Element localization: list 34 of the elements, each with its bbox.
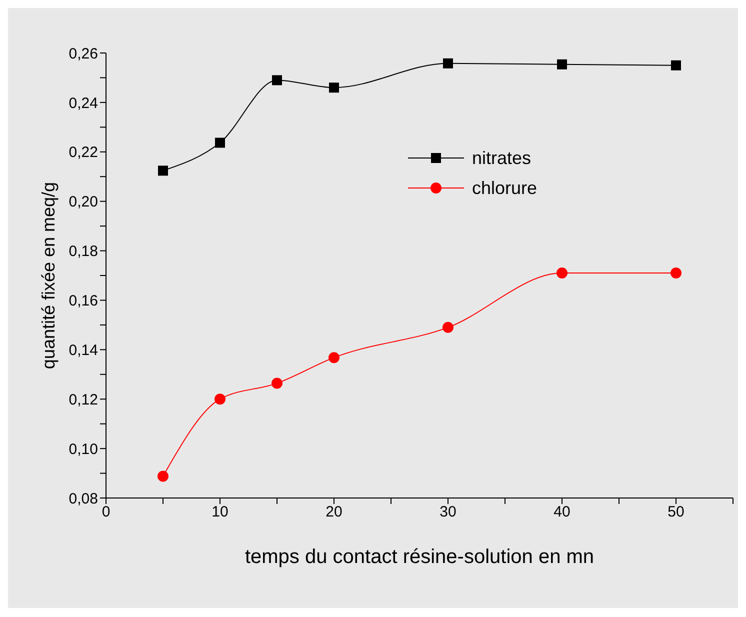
x-axis-title: temps du contact résine-solution en mn — [244, 546, 594, 568]
point — [557, 59, 567, 70]
y-tick-label: 0,08 — [68, 490, 98, 508]
y-tick-label: 0,14 — [68, 342, 98, 359]
y-tick-label: 0,16 — [68, 292, 98, 310]
point — [272, 75, 282, 86]
y-tick-label: 0,12 — [68, 391, 98, 408]
point — [158, 470, 168, 482]
x-tick-label: 20 — [326, 504, 342, 521]
y-tick-label: 0,22 — [68, 144, 98, 162]
point — [556, 268, 568, 279]
legend-label: chlorure — [472, 178, 538, 198]
y-tick-label: 0,24 — [68, 94, 98, 112]
x-tick-label: 0 — [102, 504, 110, 521]
point — [671, 60, 681, 70]
y-tick-label: 0,18 — [68, 243, 98, 260]
x-tick-label: 50 — [668, 504, 684, 521]
y-tick-label: 0,20 — [68, 194, 98, 211]
point — [215, 138, 225, 148]
y-axis-title: quantité fixée en meq/g — [38, 182, 58, 370]
x-tick-label: 10 — [212, 504, 228, 521]
point — [442, 322, 454, 333]
point — [158, 166, 168, 176]
y-tick-label: 0,26 — [68, 45, 98, 62]
legend-label: nitrates — [472, 148, 532, 168]
x-tick-label: 30 — [440, 504, 456, 521]
point — [329, 82, 339, 93]
x-tick-label: 40 — [554, 504, 570, 521]
y-tick-label: 0,10 — [68, 440, 98, 458]
point — [214, 394, 226, 405]
point — [670, 268, 682, 279]
point — [443, 58, 453, 68]
point — [328, 352, 340, 364]
point — [272, 378, 282, 389]
